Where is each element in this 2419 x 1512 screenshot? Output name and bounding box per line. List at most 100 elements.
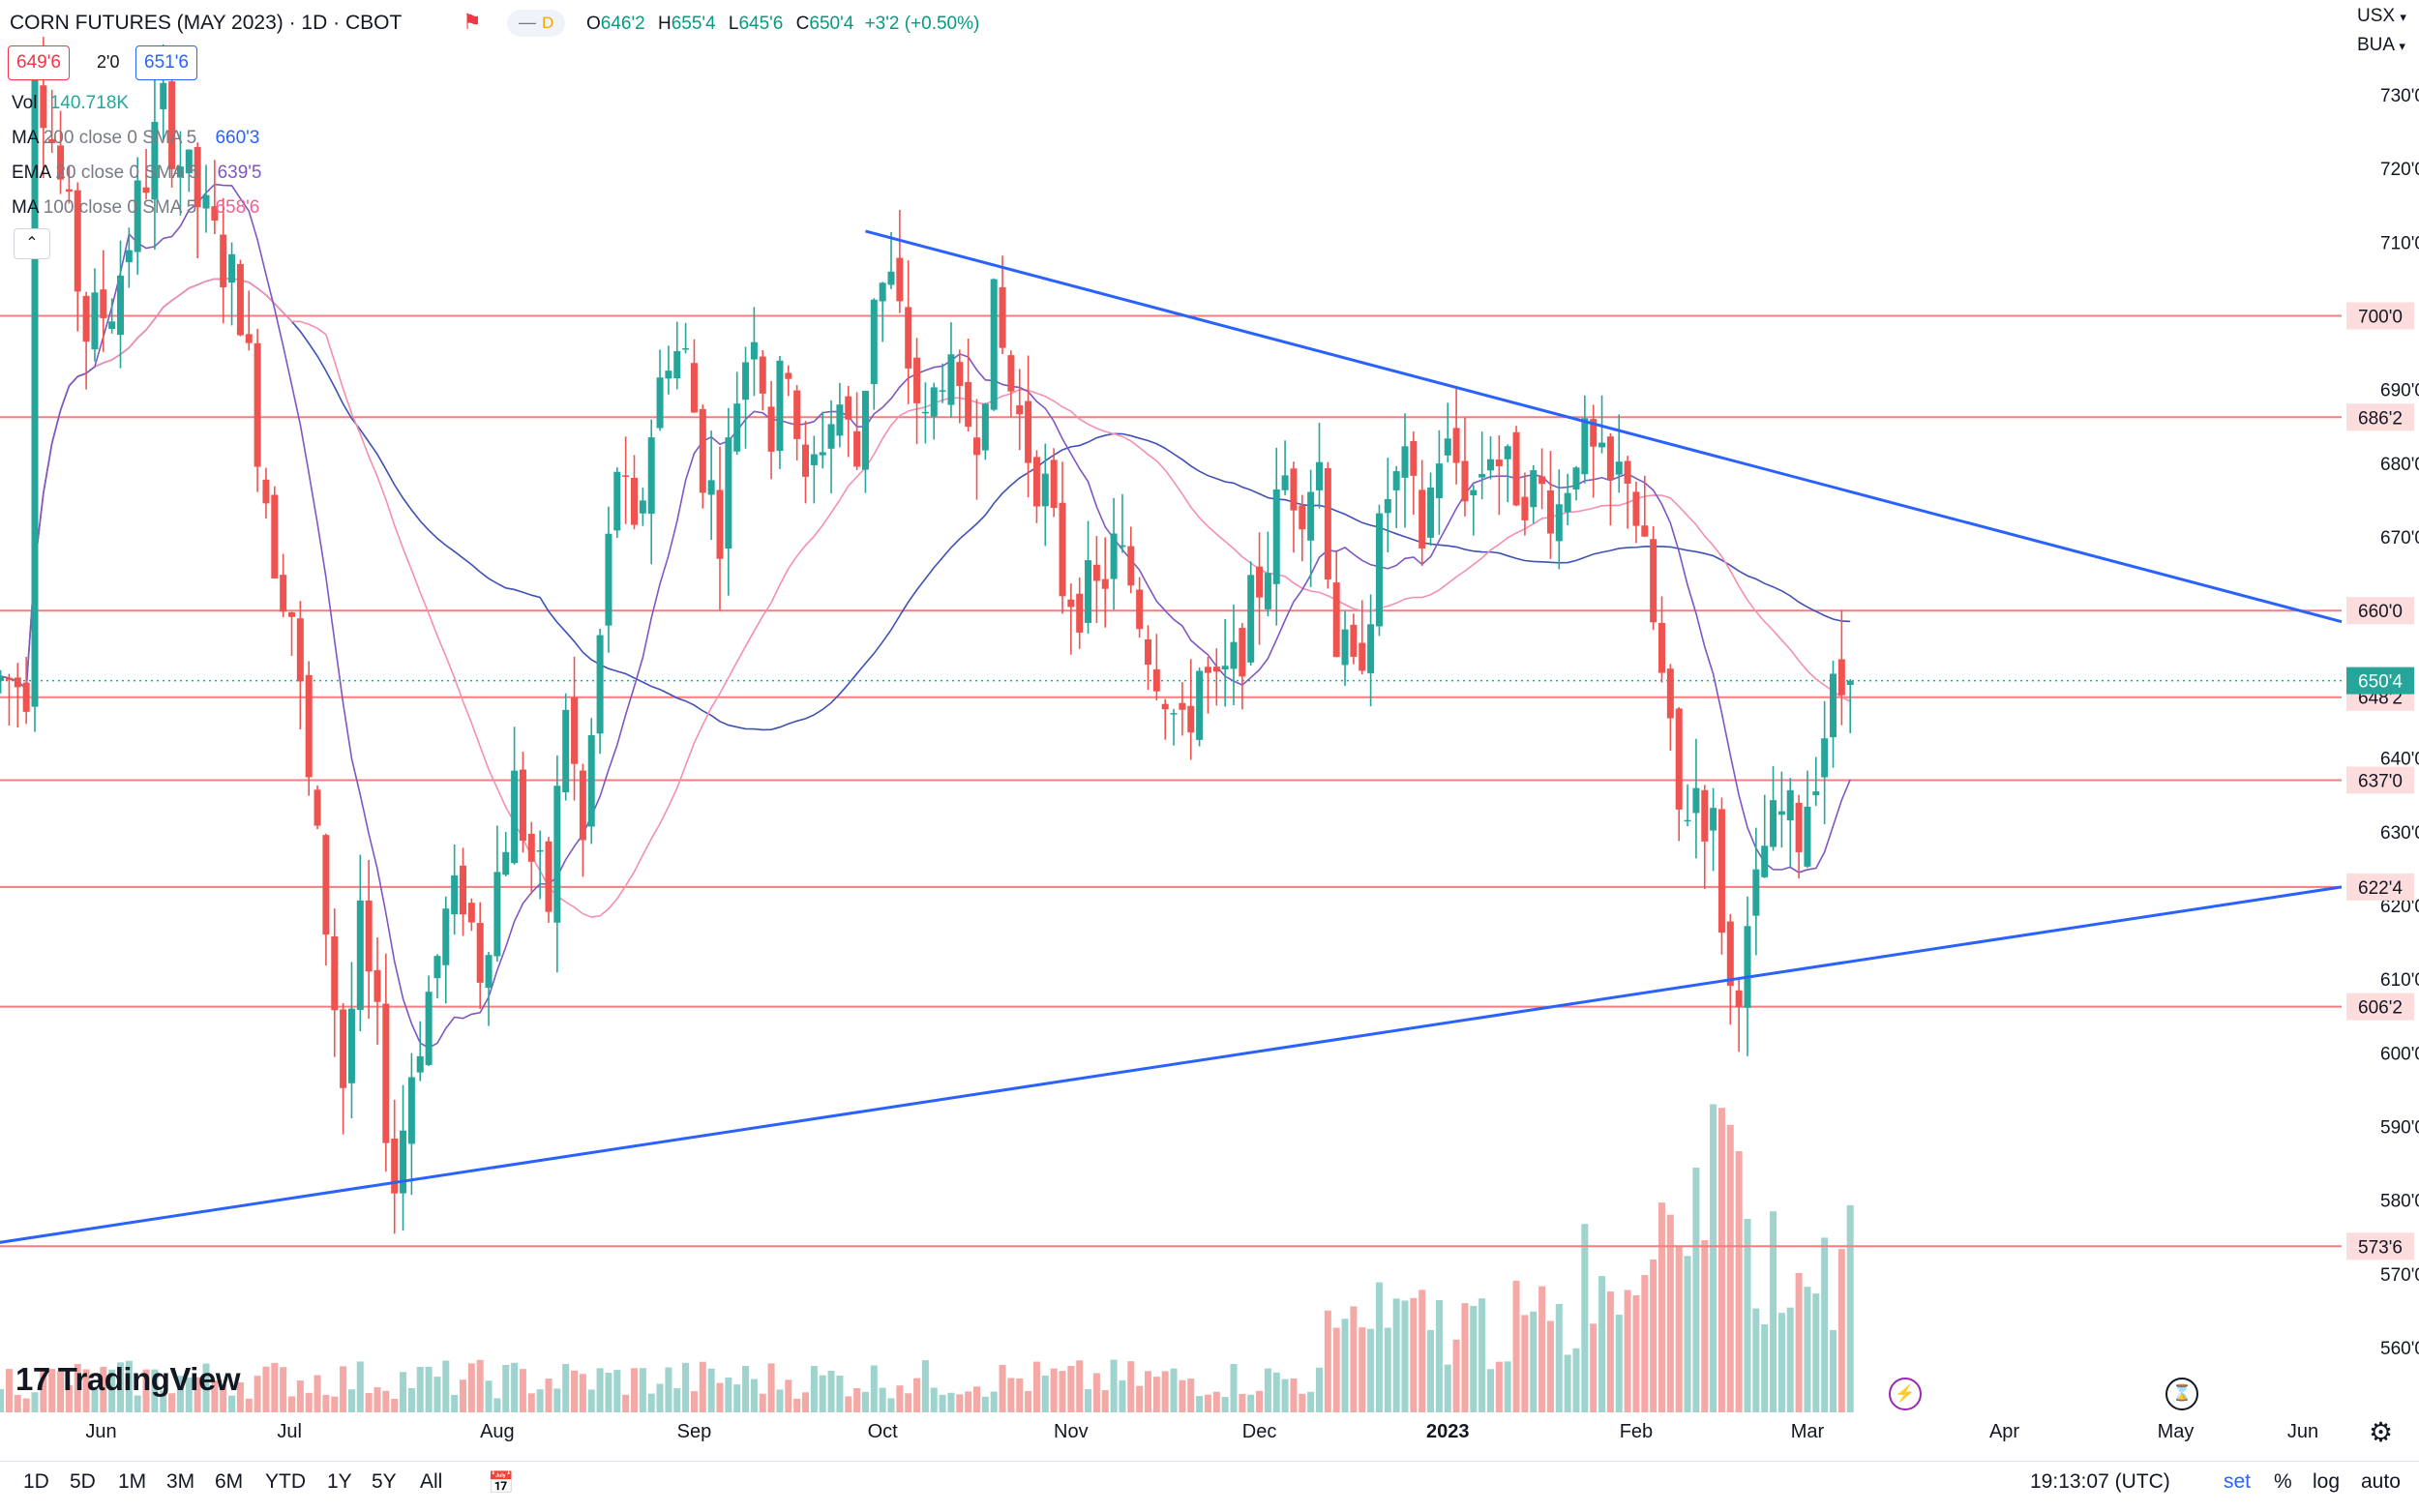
- symbol-title[interactable]: CORN FUTURES (MAY 2023) · 1D · CBOT: [10, 12, 403, 34]
- volume-bar: [1350, 1306, 1358, 1412]
- collapse-legend-button[interactable]: ⌃: [14, 228, 50, 259]
- candle: [1221, 618, 1229, 707]
- volume-bar: [1119, 1379, 1126, 1412]
- legend-ma100-value: 658'6: [215, 197, 260, 218]
- level-badge: [2346, 1232, 2414, 1260]
- candle: [665, 345, 672, 395]
- candle: [1375, 504, 1383, 637]
- price-chart[interactable]: 730'0 720'0 710'0 690'0 680'0 670'0 640'0 630'0…: [0, 0, 2419, 1461]
- volume-bar: [1530, 1311, 1538, 1412]
- candle: [262, 467, 270, 519]
- volume-bar: [639, 1368, 646, 1412]
- settings-gear-icon[interactable]: ⚙: [2369, 1417, 2394, 1447]
- range-1y-button[interactable]: 1Y: [327, 1470, 352, 1493]
- legend-ema20-value: 639'5: [217, 163, 262, 183]
- flag-icon[interactable]: ⚑: [463, 10, 482, 34]
- volume-bar: [168, 1393, 176, 1412]
- candle: [1666, 664, 1674, 752]
- volume-bar: [14, 1394, 21, 1412]
- auto-scale-button[interactable]: auto: [2361, 1470, 2401, 1493]
- volume-bar: [1239, 1393, 1246, 1412]
- candle-body: [356, 900, 364, 1010]
- range-all-button[interactable]: All: [420, 1470, 443, 1493]
- candle: [622, 436, 630, 524]
- volume-bar: [1795, 1272, 1803, 1412]
- candle: [1521, 472, 1529, 536]
- volume-bar: [57, 1371, 65, 1412]
- range-5y-button[interactable]: 5Y: [372, 1470, 397, 1493]
- bid-price-button[interactable]: 649'6: [8, 45, 70, 80]
- volume-bar: [1264, 1368, 1271, 1412]
- lightning-icon[interactable]: ⚡: [1889, 1378, 1922, 1410]
- volume-bar: [750, 1379, 758, 1412]
- candle-body: [1410, 440, 1418, 476]
- volume-bar: [502, 1364, 510, 1412]
- legend-ma100[interactable]: MA 100 close 0 SMA 5 658'6: [12, 197, 259, 219]
- candle-body: [605, 533, 612, 626]
- candle-body: [947, 354, 955, 405]
- percent-scale-button[interactable]: %: [2274, 1470, 2292, 1493]
- volume-bar: [1675, 1246, 1683, 1412]
- volume-bar: [40, 1368, 47, 1412]
- candle-series: [0, 37, 1854, 1234]
- candle: [930, 382, 938, 440]
- range-3m-button[interactable]: 3M: [166, 1470, 195, 1493]
- hourglass-icon[interactable]: ⌛: [2165, 1378, 2198, 1410]
- volume-bar: [1684, 1256, 1691, 1412]
- volume-bar: [1504, 1361, 1511, 1412]
- volume-bar: [1598, 1276, 1606, 1412]
- candle-body: [22, 682, 30, 712]
- candle: [1359, 600, 1366, 675]
- candle: [896, 209, 904, 313]
- candle: [596, 628, 604, 755]
- candle-body: [519, 769, 526, 841]
- resistance-trendline: [865, 229, 2343, 624]
- candle: [631, 455, 638, 530]
- volume-bar: [1050, 1368, 1058, 1412]
- candle: [108, 298, 116, 334]
- candle: [802, 421, 809, 504]
- candle: [1161, 698, 1169, 740]
- price-tick-label: 730'0: [2380, 86, 2419, 106]
- currency-selector[interactable]: USX ▾: [2357, 6, 2406, 26]
- volume-bar: [305, 1392, 313, 1412]
- candle: [716, 446, 724, 610]
- candle: [956, 349, 964, 424]
- volume-bar: [331, 1396, 339, 1412]
- candle: [57, 110, 65, 194]
- range-1m-button[interactable]: 1M: [118, 1470, 147, 1493]
- candle-body: [887, 271, 895, 285]
- tradingview-logo[interactable]: 17 TradingView: [15, 1361, 241, 1398]
- legend-ema20[interactable]: EMA 20 close 0 SMA 5 639'5: [12, 163, 261, 184]
- candle: [707, 430, 715, 541]
- range-ytd-button[interactable]: YTD: [265, 1470, 306, 1493]
- range-1d-button[interactable]: 1D: [23, 1470, 49, 1493]
- volume-bar: [613, 1370, 621, 1412]
- candle: [682, 322, 690, 354]
- candle-body: [211, 206, 219, 222]
- legend-ma200[interactable]: MA 200 close 0 SMA 5 660'3: [12, 128, 259, 149]
- range-6m-button[interactable]: 6M: [215, 1470, 244, 1493]
- volume-bar: [1367, 1328, 1375, 1412]
- candle-body: [1221, 666, 1229, 670]
- ask-price-button[interactable]: 651'6: [135, 45, 197, 80]
- chart-mode-pill[interactable]: — D: [507, 10, 565, 37]
- clock-time[interactable]: 19:13:07 (UTC): [2030, 1470, 2170, 1493]
- session-button[interactable]: set: [2224, 1470, 2252, 1493]
- candle-body: [1658, 622, 1665, 673]
- log-scale-button[interactable]: log: [2313, 1470, 2341, 1493]
- candle: [562, 693, 570, 801]
- date-range-calendar-icon[interactable]: 📅: [488, 1470, 515, 1495]
- volume-bar: [1830, 1329, 1837, 1412]
- candle: [579, 763, 586, 877]
- candle: [1332, 551, 1340, 658]
- range-5d-button[interactable]: 5D: [70, 1470, 96, 1493]
- volume-bar: [322, 1394, 330, 1412]
- volume-bar: [194, 1377, 201, 1412]
- candle-body: [1795, 802, 1803, 852]
- candle: [913, 338, 921, 445]
- legend-volume[interactable]: Vol 140.718K: [12, 93, 129, 114]
- candle: [1470, 485, 1478, 536]
- candle: [1152, 634, 1160, 701]
- unit-selector[interactable]: BUA ▾: [2357, 35, 2405, 55]
